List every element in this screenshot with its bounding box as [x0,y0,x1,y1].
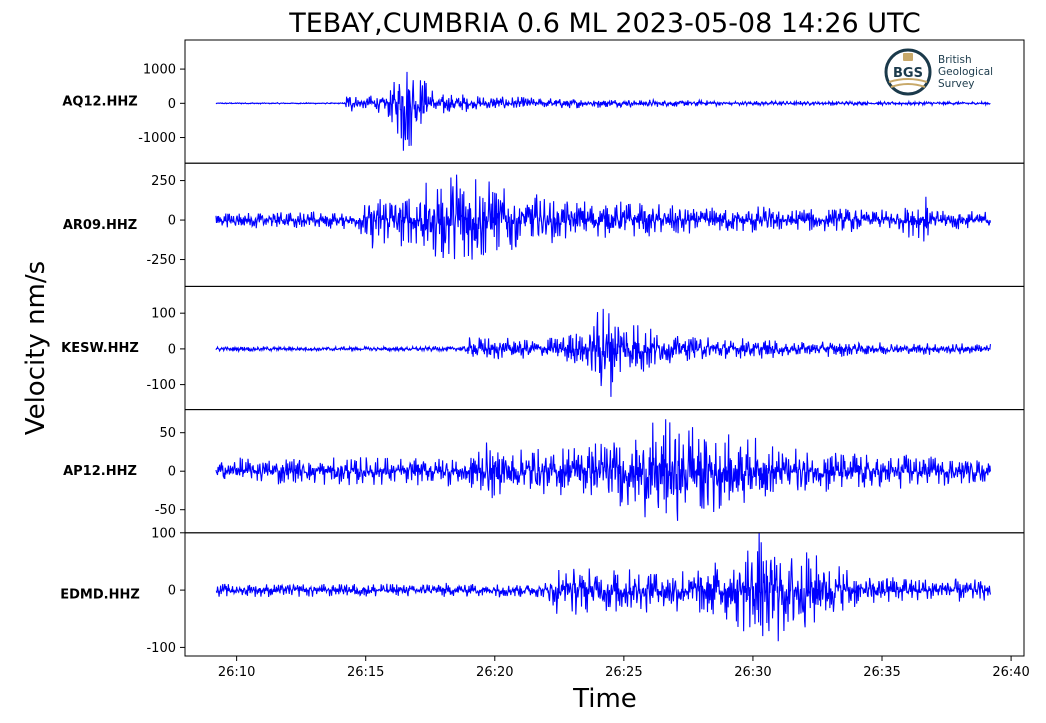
channel-label: EDMD.HHZ [60,587,140,602]
chart-title: TEBAY,CUMBRIA 0.6 ML 2023-05-08 14:26 UT… [288,8,921,39]
y-tick-label: -250 [146,253,176,268]
panel-edmd-hhz: 100 0 -100 EDMD.HHZ [60,526,1025,657]
trace-ar09-hhz [215,174,991,260]
y-tick-label: -50 [155,503,176,518]
logo-wave-1 [888,78,928,83]
trace-ap12-hhz [215,419,991,521]
x-axis: 26:10 26:15 26:20 26:25 26:30 26:35 26:40 [218,656,1030,680]
panel-ar09-hhz: 250 0 -250 AR09.HHZ [63,162,1025,287]
y-tick-label: 0 [168,465,176,480]
logo-line-3: Survey [938,78,975,90]
y-tick-label: 0 [168,97,176,112]
x-tick-label: 26:40 [992,665,1029,680]
y-tick-label: 0 [168,342,176,357]
x-tick-label: 26:25 [605,665,642,680]
trace-kesw-hhz [215,308,991,397]
channel-label: AP12.HHZ [63,464,137,479]
panel-aq12-hhz: 1000 0 -1000 AQ12.HHZ [62,39,1025,164]
y-tick-label: 50 [159,426,176,441]
panel-frame [184,532,1025,657]
y-tick-label: -100 [146,641,176,656]
x-tick-label: 26:10 [218,665,255,680]
panel-ap12-hhz: 50 0 -50 AP12.HHZ [63,409,1025,534]
seismogram-panels: 10000-1000AQ12.HHZ2500-250AR09.HHZ1000-1… [60,39,1025,657]
x-tick-label: 26:20 [476,665,513,680]
y-tick-label: 100 [151,307,176,322]
logo-line-1: British [938,54,972,66]
trace-aq12-hhz [215,71,991,151]
y-tick-label: 0 [168,584,176,599]
logo-ring [884,48,932,96]
y-axis-label: Velocity nm/s [21,261,51,435]
logo-abbr: BGS [893,66,923,81]
x-tick-label: 26:35 [863,665,900,680]
panel-kesw-hhz: 100 0 -100 KESW.HHZ [61,285,1025,411]
x-tick-label: 26:15 [347,665,384,680]
channel-label: KESW.HHZ [61,341,139,356]
crown-icon [903,53,913,61]
logo-wave-2 [890,83,926,88]
logo-line-2: Geological [938,66,993,78]
channel-label: AQ12.HHZ [62,95,137,110]
bgs-logo: BGS British Geological Survey [884,48,993,96]
x-axis-label: Time [572,684,637,714]
y-tick-label: -100 [146,378,176,393]
y-tick-label: 250 [151,174,176,189]
y-tick-label: 1000 [143,63,176,78]
y-tick-label: 100 [151,526,176,541]
channel-label: AR09.HHZ [63,218,137,233]
y-tick-label: 0 [168,214,176,229]
y-tick-label: -1000 [138,131,176,146]
x-tick-label: 26:30 [734,665,771,680]
trace-edmd-hhz [215,532,991,642]
